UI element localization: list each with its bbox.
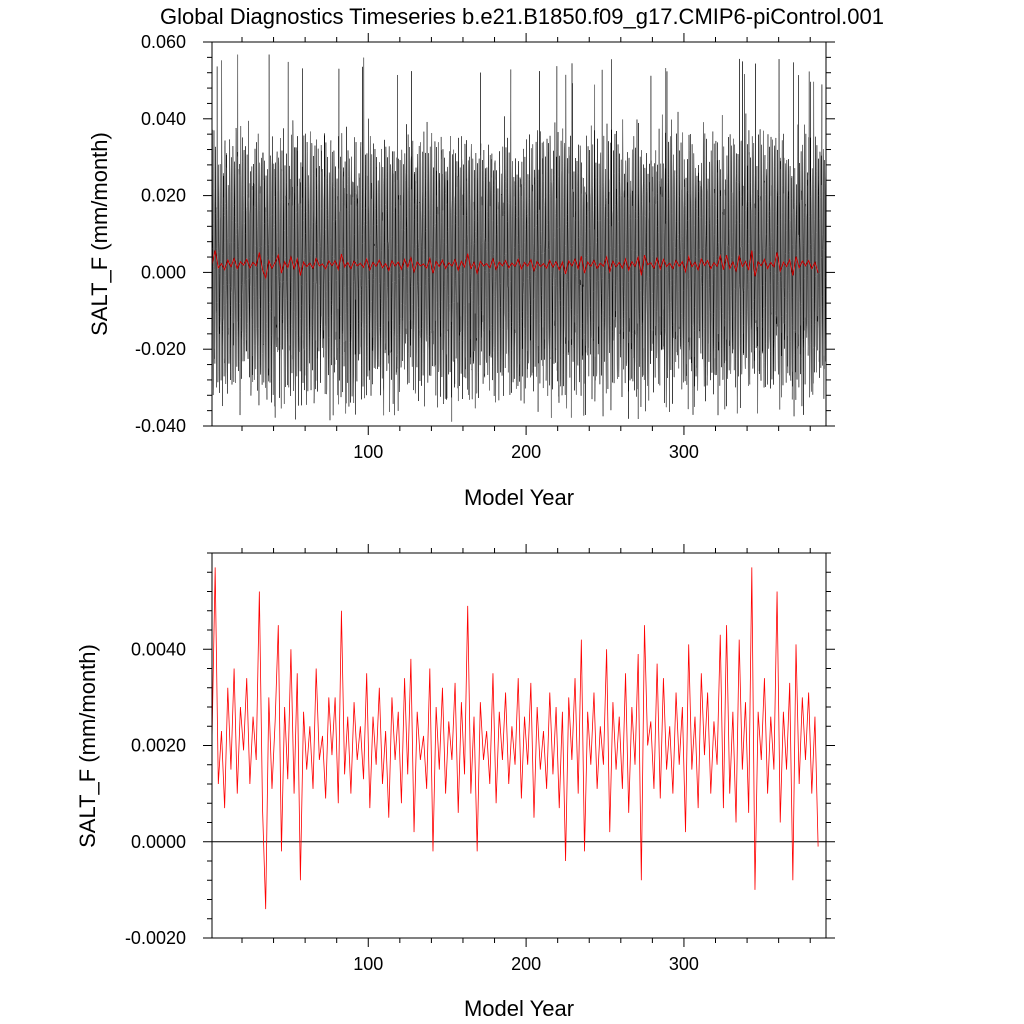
bottom-panel-x-tick-label: 200 bbox=[511, 954, 541, 974]
bottom-panel-y-tick-label: 0.0020 bbox=[131, 736, 186, 756]
bottom-panel-y-tick-label: -0.0020 bbox=[125, 928, 186, 948]
top-panel-y-tick-label: 0.020 bbox=[141, 186, 186, 206]
top-panel-x-tick-label: 100 bbox=[353, 442, 383, 462]
top-panel-x-tick-label: 300 bbox=[669, 442, 699, 462]
figure-title: Global Diagnostics Timeseries b.e21.B185… bbox=[160, 4, 884, 29]
bottom-panel: 100 200 300 -0.0020 0.0000 0.0020 0.0040 Model… bbox=[75, 544, 835, 1021]
bottom-panel-ticks: 100 200 300 -0.0020 0.0000 0.0020 0.0040 bbox=[125, 544, 835, 974]
bottom-panel-x-tick-label: 300 bbox=[669, 954, 699, 974]
bottom-panel-series bbox=[211, 567, 826, 910]
bottom-panel-x-axis-label: Model Year bbox=[464, 996, 574, 1021]
top-panel-y-tick-label: 0.000 bbox=[141, 262, 186, 282]
top-panel-series bbox=[211, 54, 827, 422]
top-panel-y-axis-label: SALT_F (mm/month) bbox=[87, 132, 112, 336]
bottom-panel-x-tick-label: 100 bbox=[353, 954, 383, 974]
annual-series-line-top bbox=[211, 250, 819, 280]
bottom-panel-y-axis-label: SALT_F (mm/month) bbox=[75, 644, 100, 848]
top-panel-ticks: 100 200 300 -0.040 -0.020 0.000 0.020 0.040 0.06… bbox=[135, 32, 835, 462]
monthly-series-line bbox=[211, 54, 827, 422]
top-panel-y-tick-label: -0.040 bbox=[135, 416, 186, 436]
top-panel: 100 200 300 -0.040 -0.020 0.000 0.020 0.040 0.06… bbox=[87, 32, 835, 510]
top-panel-y-tick-label: 0.040 bbox=[141, 109, 186, 129]
top-panel-x-tick-label: 200 bbox=[511, 442, 541, 462]
top-panel-y-tick-label: 0.060 bbox=[141, 32, 186, 52]
bottom-panel-y-tick-label: 0.0040 bbox=[131, 639, 186, 659]
bottom-panel-y-tick-label: 0.0000 bbox=[131, 832, 186, 852]
top-panel-x-axis-label: Model Year bbox=[464, 485, 574, 510]
annual-series-line bbox=[211, 567, 819, 910]
bottom-panel-frame bbox=[211, 552, 827, 939]
top-panel-frame bbox=[211, 41, 827, 427]
top-panel-y-tick-label: -0.020 bbox=[135, 339, 186, 359]
